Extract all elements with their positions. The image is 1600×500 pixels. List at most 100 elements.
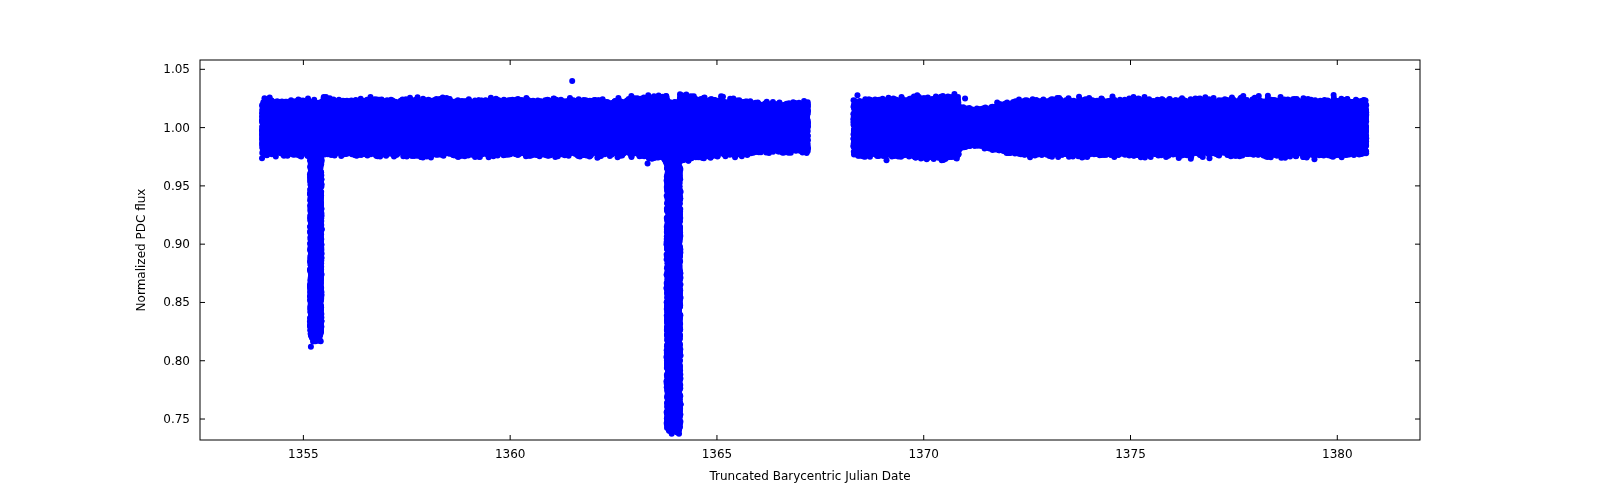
x-tick-label: 1360 [495,447,526,461]
svg-point-59597 [318,255,324,261]
data-points [259,78,1369,437]
svg-point-59587 [318,176,324,182]
svg-point-27129 [805,145,811,151]
svg-point-66668 [677,405,683,411]
svg-point-66662 [676,343,682,349]
svg-point-66659 [676,314,682,320]
svg-point-66651 [676,234,682,240]
lightcurve-chart: 1355 1360 1365 1370 1375 1380 0.75 0.80 0.85 0.90… [0,0,1600,500]
svg-point-59583 [318,148,324,154]
y-tick-label: 1.05 [163,62,190,76]
x-tick-label: 1375 [1115,447,1146,461]
svg-point-59595 [318,237,324,243]
y-tick-label: 0.80 [163,354,190,368]
svg-point-66678 [867,154,873,160]
svg-point-59611 [318,118,324,124]
y-tick-label: 0.75 [163,412,190,426]
plot-svg: 1355 1360 1365 1370 1375 1380 0.75 0.80 0.85 0.90… [0,0,1600,500]
svg-point-66663 [678,353,684,359]
svg-point-66653 [677,246,683,252]
svg-point-66655 [677,275,683,281]
y-tick-label: 0.95 [163,179,190,193]
svg-point-53704 [1363,112,1369,118]
svg-point-53699 [1363,150,1369,156]
svg-point-59602 [317,286,323,292]
svg-point-59598 [318,267,324,273]
svg-point-59590 [318,200,324,206]
svg-point-27130 [805,107,811,113]
svg-point-53701 [1363,119,1369,125]
svg-point-66611 [676,147,682,153]
svg-point-66670 [677,419,683,425]
svg-point-59575 [317,329,323,335]
svg-point-59584 [319,157,325,163]
svg-point-66676 [962,95,968,101]
svg-point-66657 [678,295,684,301]
svg-point-59552 [318,163,324,169]
x-tick-label: 1355 [288,447,319,461]
svg-point-66672 [677,142,683,148]
svg-point-27131 [805,123,811,129]
svg-point-59559 [318,216,324,222]
svg-point-59605 [317,302,323,308]
svg-point-59594 [319,227,325,233]
svg-point-66647 [676,183,682,189]
svg-point-66673 [677,109,683,115]
svg-point-59588 [318,184,324,190]
svg-point-59592 [318,221,324,227]
svg-point-66674 [569,78,575,84]
x-tick-label: 1380 [1322,447,1353,461]
svg-point-66634 [677,393,683,399]
svg-point-59596 [318,247,324,253]
y-tick-label: 0.85 [163,295,190,309]
svg-point-66658 [677,303,683,309]
svg-point-66648 [676,197,682,203]
svg-point-66671 [677,136,683,142]
svg-point-66644 [676,158,682,164]
svg-point-66677 [884,157,890,163]
svg-point-59579 [318,110,324,116]
svg-point-66654 [677,258,683,264]
svg-point-27132 [805,137,811,143]
svg-point-59609 [318,141,324,147]
x-axis-label: Truncated Barycentric Julian Date [708,469,910,483]
svg-point-66622 [676,267,682,273]
svg-point-66640 [677,117,683,123]
svg-point-27133 [805,101,811,107]
svg-point-66650 [676,217,682,223]
svg-point-59604 [318,308,324,314]
svg-point-59591 [318,206,324,212]
svg-point-59607 [318,317,324,323]
svg-point-66666 [676,379,682,385]
svg-point-45581 [1206,155,1212,161]
svg-point-66660 [677,326,683,332]
svg-point-66665 [677,366,683,372]
x-tick-label: 1370 [908,447,939,461]
svg-point-53702 [1363,135,1369,141]
svg-point-54031 [308,344,314,350]
svg-point-66618 [676,225,682,231]
svg-point-59610 [318,126,324,132]
svg-point-59600 [317,276,323,282]
svg-point-66615 [677,190,683,196]
svg-point-66669 [677,412,683,418]
svg-point-59589 [318,194,324,200]
svg-point-66623 [677,281,683,287]
x-tick-label: 1365 [702,447,733,461]
svg-point-19469 [645,160,651,166]
svg-point-27341 [854,92,860,98]
svg-point-53700 [1363,102,1369,108]
svg-point-66675 [1272,99,1278,105]
svg-point-66646 [677,169,683,175]
y-axis-label: Normalized PDC flux [134,189,148,312]
y-tick-label: 1.00 [163,121,190,135]
svg-point-66664 [676,359,682,365]
svg-point-66656 [676,288,682,294]
svg-point-66613 [677,175,683,181]
svg-point-59603 [318,295,324,301]
y-tick-label: 0.90 [163,237,190,251]
svg-point-59245 [318,338,324,344]
svg-point-59578 [318,105,324,111]
svg-point-66638 [677,126,683,132]
svg-point-59608 [318,324,324,330]
